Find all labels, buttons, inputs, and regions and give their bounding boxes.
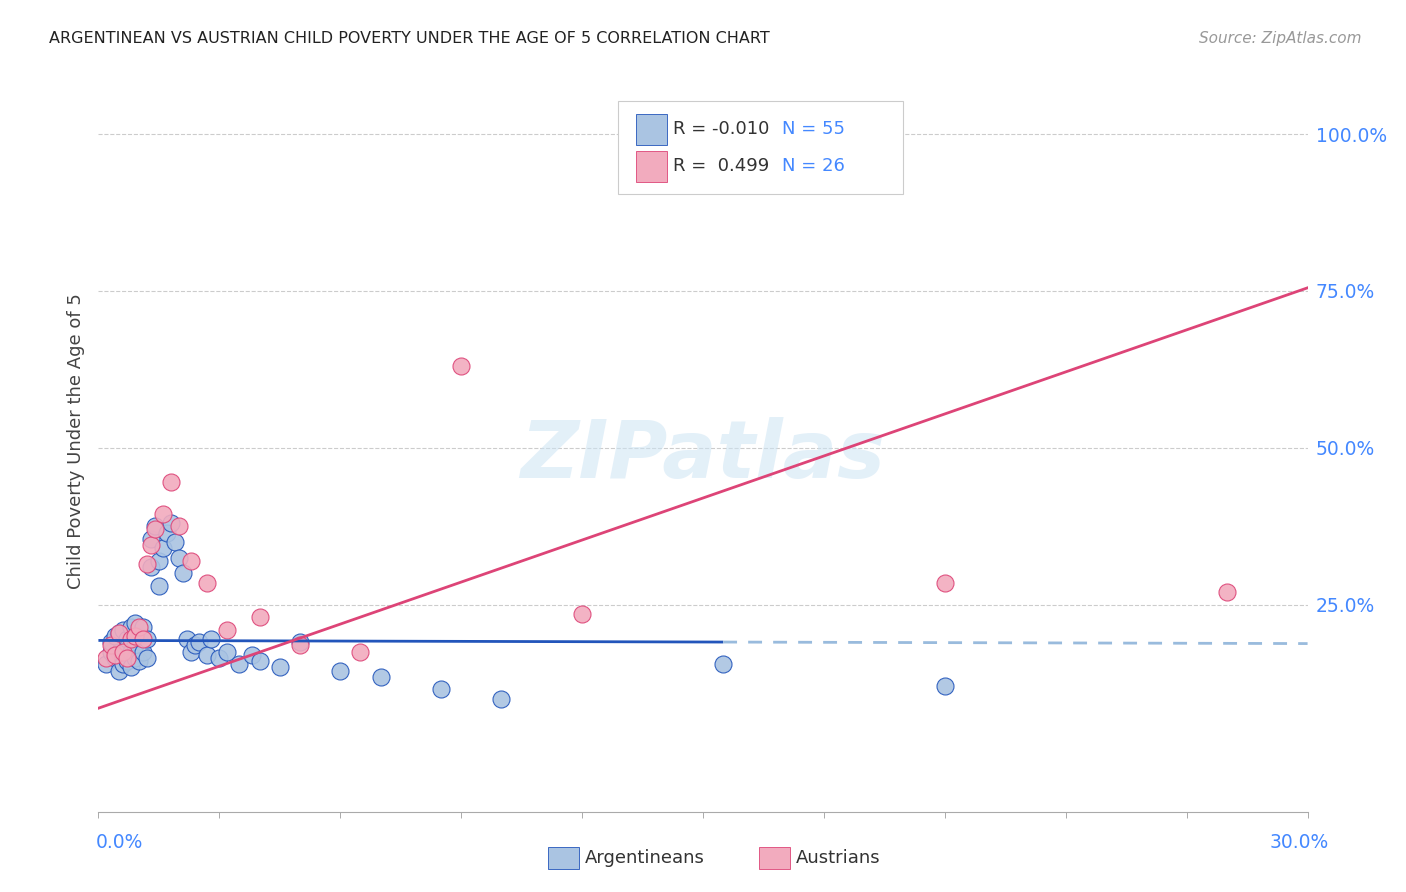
Point [450, 359, 472, 374]
Text: 30.0%: 30.0% [1270, 833, 1329, 853]
Point [711, 657, 734, 672]
Point [128, 620, 150, 634]
Point [103, 629, 125, 643]
Point [115, 632, 138, 647]
Point [107, 626, 129, 640]
Point [100, 635, 122, 649]
Point [152, 541, 174, 556]
Point [172, 566, 194, 581]
Point [148, 554, 170, 568]
Point [111, 645, 134, 659]
Point [124, 629, 146, 643]
Point [176, 632, 198, 647]
Point [115, 651, 138, 665]
Point [120, 632, 142, 647]
Point [111, 645, 134, 659]
Point [135, 557, 157, 571]
Point [228, 657, 250, 672]
Text: Austrians: Austrians [796, 849, 880, 867]
Text: N = 55: N = 55 [782, 120, 845, 138]
Point [491, 691, 513, 706]
Point [103, 651, 125, 665]
Point [100, 645, 122, 659]
Point [160, 475, 183, 490]
Text: R =  0.499: R = 0.499 [672, 157, 769, 175]
Point [132, 632, 155, 647]
Text: N = 26: N = 26 [782, 157, 845, 175]
Point [1216, 585, 1239, 599]
Point [124, 639, 146, 653]
Point [934, 575, 956, 590]
Point [208, 651, 231, 665]
Text: Argentineans: Argentineans [585, 849, 704, 867]
FancyBboxPatch shape [619, 101, 903, 194]
Point [128, 654, 150, 668]
Point [167, 519, 190, 533]
Point [111, 657, 134, 672]
Point [249, 654, 271, 668]
Point [107, 645, 129, 659]
Point [139, 560, 162, 574]
Point [143, 522, 166, 536]
Point [124, 651, 146, 665]
Point [111, 623, 134, 637]
Point [132, 645, 155, 659]
Point [139, 532, 162, 546]
Point [288, 635, 311, 649]
Text: ZIPatlas: ZIPatlas [520, 417, 886, 495]
Point [107, 664, 129, 678]
Point [103, 648, 125, 662]
Point [135, 651, 157, 665]
Point [167, 550, 190, 565]
Y-axis label: Child Poverty Under the Age of 5: Child Poverty Under the Age of 5 [66, 293, 84, 590]
Point [195, 648, 218, 662]
Point [139, 538, 162, 552]
Point [163, 535, 186, 549]
Point [188, 635, 211, 649]
Point [288, 639, 311, 653]
Point [120, 620, 142, 634]
Point [184, 639, 207, 653]
Point [217, 623, 239, 637]
Text: R = -0.010: R = -0.010 [672, 120, 769, 138]
Point [195, 575, 218, 590]
Point [571, 607, 593, 621]
Point [120, 660, 142, 674]
Point [240, 648, 263, 662]
Point [217, 645, 239, 659]
Point [124, 616, 146, 631]
Point [115, 654, 138, 668]
Point [180, 554, 202, 568]
Point [100, 639, 122, 653]
Point [96, 657, 118, 672]
Point [152, 507, 174, 521]
Point [143, 519, 166, 533]
Point [160, 516, 183, 530]
Point [96, 651, 118, 665]
Point [180, 645, 202, 659]
Point [156, 525, 179, 540]
Point [135, 632, 157, 647]
Point [370, 670, 392, 684]
Point [430, 682, 453, 697]
Point [269, 660, 291, 674]
Point [148, 579, 170, 593]
Point [349, 645, 371, 659]
Text: Source: ZipAtlas.com: Source: ZipAtlas.com [1198, 31, 1361, 46]
Point [120, 645, 142, 659]
Point [107, 626, 129, 640]
Text: ARGENTINEAN VS AUSTRIAN CHILD POVERTY UNDER THE AGE OF 5 CORRELATION CHART: ARGENTINEAN VS AUSTRIAN CHILD POVERTY UN… [49, 31, 770, 46]
Point [934, 679, 956, 693]
Point [128, 629, 150, 643]
FancyBboxPatch shape [637, 113, 666, 145]
Point [132, 620, 155, 634]
Text: 0.0%: 0.0% [96, 833, 143, 853]
Point [200, 632, 222, 647]
FancyBboxPatch shape [637, 151, 666, 182]
Point [249, 610, 271, 624]
Point [329, 664, 352, 678]
